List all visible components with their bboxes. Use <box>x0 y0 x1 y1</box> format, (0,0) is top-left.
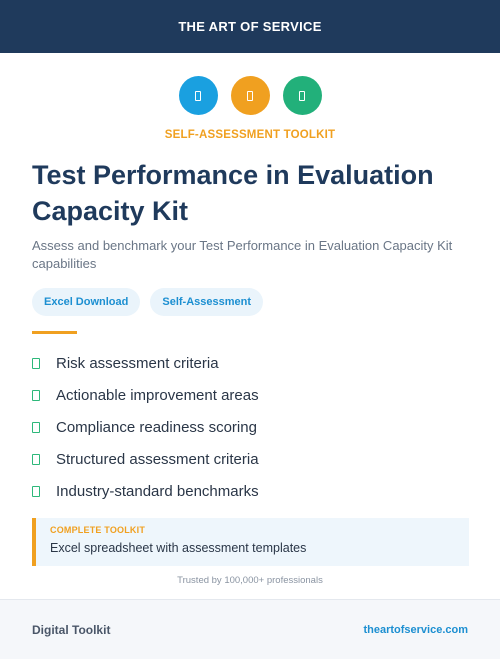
list-item: Risk assessment criteria <box>32 347 472 379</box>
brand-name: THE ART OF SERVICE <box>178 19 322 34</box>
feature-label: Actionable improvement areas <box>56 386 259 404</box>
list-item: Industry-standard benchmarks <box>32 475 472 507</box>
check-icon <box>32 453 40 465</box>
check-icon <box>32 357 40 369</box>
callout-text: Excel spreadsheet with assessment templa… <box>50 541 307 555</box>
check-icon <box>32 389 40 401</box>
feature-label: Industry-standard benchmarks <box>56 482 259 500</box>
tag-excel-download: Excel Download <box>32 288 141 316</box>
header-bar: THE ART OF SERVICE <box>0 0 500 53</box>
feature-label: Structured assessment criteria <box>56 450 259 468</box>
tag-list: Excel Download Self-Assessment <box>32 288 264 316</box>
feature-label: Risk assessment criteria <box>56 354 219 372</box>
list-item: Structured assessment criteria <box>32 443 472 475</box>
trust-note: Trusted by 100,000+ professionals <box>177 575 323 586</box>
callout-label: COMPLETE TOOLKIT <box>50 525 146 535</box>
list-item: Compliance readiness scoring <box>32 411 472 443</box>
feature-label: Compliance readiness scoring <box>56 418 257 436</box>
website-link[interactable]: theartofservice.com <box>363 623 468 636</box>
check-icon <box>32 485 40 497</box>
tag-self-assessment: Self-Assessment <box>150 288 264 316</box>
check-icon <box>32 421 40 433</box>
accent-divider <box>32 331 77 334</box>
page-subtitle: Assess and benchmark your Test Performan… <box>32 238 453 271</box>
footer-bar: Digital Toolkit theartofservice.com <box>0 599 500 659</box>
eyebrow-label: SELF-ASSESSMENT TOOLKIT <box>164 129 336 141</box>
list-item: Actionable improvement areas <box>32 379 472 411</box>
footer-label: Digital Toolkit <box>32 622 111 637</box>
toolkit-callout: COMPLETE TOOLKIT Excel spreadsheet with … <box>32 518 469 566</box>
spreadsheet-icon <box>178 76 218 115</box>
feature-list: Risk assessment criteria Actionable impr… <box>32 347 472 507</box>
page-title: Test Performance in Evaluation Capacity … <box>32 160 434 226</box>
checklist-icon <box>282 76 322 115</box>
icon-row <box>0 76 500 115</box>
document-icon <box>230 76 270 115</box>
